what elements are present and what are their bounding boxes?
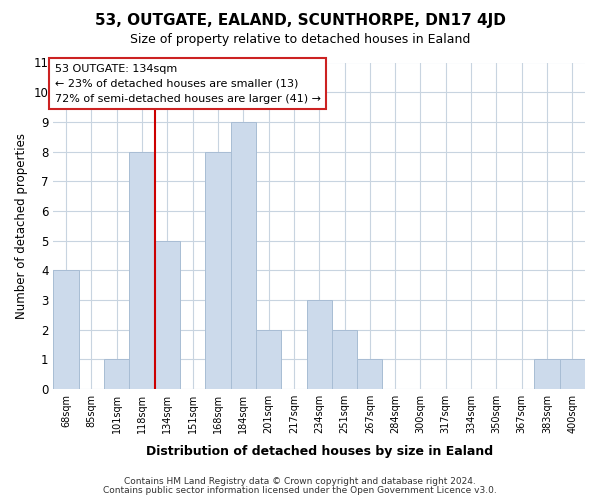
Bar	[205, 152, 230, 389]
Text: Contains HM Land Registry data © Crown copyright and database right 2024.: Contains HM Land Registry data © Crown c…	[124, 478, 476, 486]
Bar	[53, 270, 79, 389]
Text: 53 OUTGATE: 134sqm
← 23% of detached houses are smaller (13)
72% of semi-detache: 53 OUTGATE: 134sqm ← 23% of detached hou…	[55, 64, 320, 104]
Bar	[155, 240, 180, 389]
Bar	[256, 330, 281, 389]
Text: Size of property relative to detached houses in Ealand: Size of property relative to detached ho…	[130, 32, 470, 46]
Bar	[357, 360, 382, 389]
Text: 53, OUTGATE, EALAND, SCUNTHORPE, DN17 4JD: 53, OUTGATE, EALAND, SCUNTHORPE, DN17 4J…	[95, 12, 505, 28]
Bar	[130, 152, 155, 389]
Bar	[560, 360, 585, 389]
Y-axis label: Number of detached properties: Number of detached properties	[15, 133, 28, 319]
X-axis label: Distribution of detached houses by size in Ealand: Distribution of detached houses by size …	[146, 444, 493, 458]
Bar	[307, 300, 332, 389]
Text: Contains public sector information licensed under the Open Government Licence v3: Contains public sector information licen…	[103, 486, 497, 495]
Bar	[535, 360, 560, 389]
Bar	[230, 122, 256, 389]
Bar	[332, 330, 357, 389]
Bar	[104, 360, 130, 389]
